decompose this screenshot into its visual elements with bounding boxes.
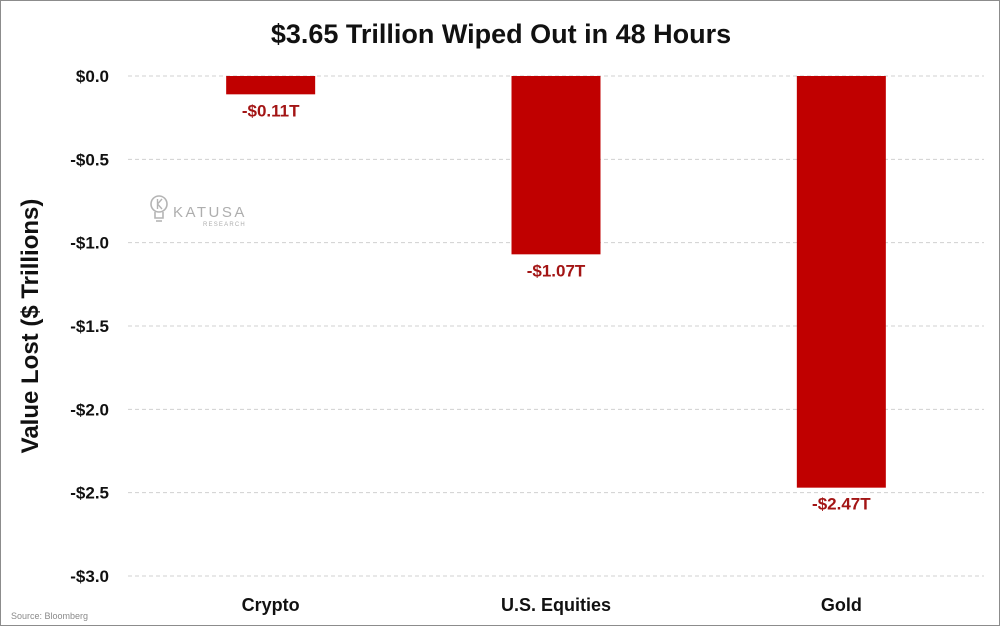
bar-gold xyxy=(796,76,886,488)
y-tick-label: -$0.5 xyxy=(70,150,109,169)
bar-crypto xyxy=(226,76,316,95)
y-tick-label: -$1.5 xyxy=(70,317,109,336)
data-label: -$0.11T xyxy=(242,101,300,120)
data-label: -$2.47T xyxy=(812,495,871,514)
y-axis-label: Value Lost ($ Trillions) xyxy=(17,199,44,454)
chart-title: $3.65 Trillion Wiped Out in 48 Hours xyxy=(271,19,731,49)
bar-u-s-equities xyxy=(511,76,601,255)
y-tick-label: -$2.0 xyxy=(70,400,109,419)
y-tick-label: $0.0 xyxy=(76,67,109,86)
y-axis-ticks: $0.0 -$0.5 -$1.0 -$1.5 -$2.0 -$2.5 -$3.0 xyxy=(70,67,109,586)
bars xyxy=(226,76,886,488)
x-category-label: Gold xyxy=(821,595,862,615)
x-axis-categories: Crypto U.S. Equities Gold xyxy=(242,595,862,615)
watermark-sub: RESEARCH xyxy=(203,222,246,228)
watermark-logo: KATUSA RESEARCH xyxy=(150,195,247,228)
y-tick-label: -$1.0 xyxy=(70,234,109,253)
watermark-name: KATUSA xyxy=(173,204,247,221)
source-note: Source: Bloomberg xyxy=(11,611,88,621)
y-tick-label: -$2.5 xyxy=(70,484,109,503)
data-labels: -$0.11T -$1.07T -$2.47T xyxy=(242,101,871,513)
x-category-label: U.S. Equities xyxy=(501,595,611,615)
lightbulb-k-icon xyxy=(150,195,168,222)
x-category-label: Crypto xyxy=(242,595,300,615)
y-tick-label: -$3.0 xyxy=(70,567,109,586)
data-label: -$1.07T xyxy=(527,261,586,280)
